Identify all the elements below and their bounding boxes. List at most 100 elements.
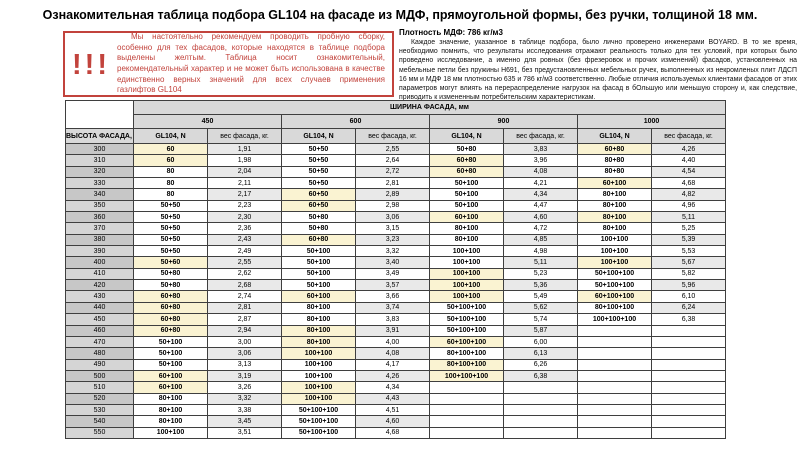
table-row: 380 50+50 2,43 60+80 3,23 80+100 4,85 100+100 5,… — [65, 233, 726, 247]
height-cell: 460 — [65, 324, 134, 337]
height-cell: 430 — [65, 290, 134, 303]
gl104-cell-highlighted: 100+100+100 — [429, 369, 504, 383]
height-cell: 490 — [65, 358, 134, 371]
gl104-cell: 50+80 — [429, 142, 504, 156]
height-cell: 380 — [65, 233, 134, 247]
height-cell: 480 — [65, 347, 134, 360]
height-header: ВЫСОТА ФАСАДА, мм — [65, 128, 134, 144]
height-cell: 300 — [65, 142, 134, 156]
weight-cell: 3,66 — [355, 290, 430, 303]
gl104-cell-highlighted: 60+100+100 — [429, 335, 504, 349]
weight-cell: 4,34 — [503, 188, 578, 201]
gl104-cell: 50+100 — [133, 358, 208, 371]
weight-cell: 3,13 — [207, 358, 282, 371]
weight-cell: 4,26 — [651, 142, 726, 156]
weight-cell: 5,49 — [503, 290, 578, 303]
gl104-cell: 50+80 — [281, 211, 356, 224]
gl104-cell-highlighted: 60+80 — [133, 301, 208, 315]
height-cell: 320 — [65, 165, 134, 179]
gl104-cell: 100+100 — [281, 369, 356, 383]
weight-cell: 3,45 — [207, 415, 282, 428]
weight-cell: 4,96 — [651, 199, 726, 213]
weight-cell: 4,51 — [355, 403, 430, 417]
weight-cell: 2,72 — [355, 165, 430, 179]
gl104-cell-highlighted: 60 — [133, 142, 208, 156]
gl104-cell: 50+50 — [133, 233, 208, 247]
empty-cell — [651, 392, 726, 405]
gl104-cell-highlighted: 60+100 — [133, 381, 208, 394]
table-row: 480 50+100 3,06 100+100 4,08 80+100+100 6,13 — [65, 347, 726, 360]
gl104-cell: 50+50 — [281, 165, 356, 179]
weight-cell: 5,11 — [651, 211, 726, 224]
weight-cell: 6,38 — [503, 369, 578, 383]
gl104-cell-highlighted: 60+100 — [429, 211, 504, 224]
height-cell: 540 — [65, 415, 134, 428]
gl104-cell-highlighted: 80+100 — [281, 335, 356, 349]
width-value-450: 450 — [133, 114, 282, 129]
gl104-cell: 80+100+100 — [429, 347, 504, 360]
weight-cell: 5,74 — [503, 313, 578, 326]
weight-column-header: вес фасада, кг. — [503, 128, 578, 144]
weight-cell: 2,55 — [207, 256, 282, 269]
table-row: 550 100+100 3,51 50+100+100 4,68 — [65, 426, 726, 439]
gl104-cell: 50+100+100 — [429, 324, 504, 337]
empty-cell — [503, 381, 578, 394]
weight-cell: 4,26 — [355, 369, 430, 383]
gl104-column-header: GL104, N — [133, 128, 208, 144]
weight-cell: 2,81 — [207, 301, 282, 315]
gl104-column-header: GL104, N — [577, 128, 652, 144]
gl104-cell: 50+100 — [281, 245, 356, 258]
gl104-cell: 50+80 — [133, 279, 208, 292]
weight-cell: 2,98 — [355, 199, 430, 213]
empty-cell — [577, 324, 652, 337]
gl104-cell: 80+80 — [577, 154, 652, 167]
gl104-cell-highlighted: 60+100 — [281, 290, 356, 303]
weight-cell: 3,96 — [503, 154, 578, 167]
table-row: 370 50+50 2,36 50+80 3,15 80+100 4,72 80+100 5,2… — [65, 222, 726, 235]
gl104-cell-highlighted: 80+100 — [281, 324, 356, 337]
weight-cell: 3,91 — [355, 324, 430, 337]
height-cell: 410 — [65, 267, 134, 281]
weight-cell: 2,62 — [207, 267, 282, 281]
weight-cell: 5,36 — [503, 279, 578, 292]
gl104-cell-highlighted: 100+100 — [429, 267, 504, 281]
weight-cell: 4,43 — [355, 392, 430, 405]
gl104-cell: 80+100 — [577, 188, 652, 201]
gl104-cell: 50+100+100 — [281, 426, 356, 439]
gl104-cell: 50+100+100 — [429, 301, 504, 315]
gl104-cell: 80+100 — [281, 301, 356, 315]
weight-cell: 6,38 — [651, 313, 726, 326]
height-cell: 440 — [65, 301, 134, 315]
width-value-600: 600 — [281, 114, 430, 129]
empty-cell — [577, 415, 652, 428]
density-note: Плотность МДФ: 786 кг/м3 — [399, 28, 503, 37]
weight-cell: 2,17 — [207, 188, 282, 201]
gl104-cell-highlighted: 60+80 — [577, 142, 652, 156]
empty-cell — [429, 415, 504, 428]
weight-cell: 3,83 — [503, 142, 578, 156]
table-row: 360 50+50 2,30 50+80 3,06 60+100 4,60 80+100 5,1… — [65, 211, 726, 224]
gl104-cell-highlighted: 60+80 — [133, 324, 208, 337]
table-row: 420 50+80 2,68 50+100 3,57 100+100 5,36 50+100+… — [65, 279, 726, 292]
table-row: 400 50+60 2,55 50+100 3,40 100+100 5,11 100+100… — [65, 256, 726, 269]
width-header: ШИРИНА ФАСАДА, мм — [133, 100, 726, 115]
weight-cell: 3,26 — [207, 381, 282, 394]
table-row: 410 50+80 2,62 50+100 3,49 100+100 5,23 50+100+… — [65, 267, 726, 281]
weight-cell: 3,23 — [355, 233, 430, 247]
empty-cell — [503, 392, 578, 405]
table-row: 470 50+100 3,00 80+100 4,00 60+100+100 6,00 — [65, 335, 726, 349]
gl104-cell: 50+50 — [133, 211, 208, 224]
height-cell: 450 — [65, 313, 134, 326]
empty-cell — [429, 426, 504, 439]
height-cell: 500 — [65, 369, 134, 383]
gl104-cell: 50+100 — [429, 188, 504, 201]
weight-cell: 2,30 — [207, 211, 282, 224]
weight-cell: 2,89 — [355, 188, 430, 201]
table-header-row-width-title: ШИРИНА ФАСАДА, мм — [65, 100, 726, 129]
weight-column-header: вес фасада, кг. — [207, 128, 282, 144]
weight-cell: 1,91 — [207, 142, 282, 156]
table-row: 390 50+50 2,49 50+100 3,32 100+100 4,98 100+100… — [65, 245, 726, 258]
table-row: 320 80 2,04 50+50 2,72 60+80 4,08 80+80 4,54 — [65, 165, 726, 179]
gl104-cell: 50+50 — [133, 199, 208, 213]
weight-cell: 3,57 — [355, 279, 430, 292]
